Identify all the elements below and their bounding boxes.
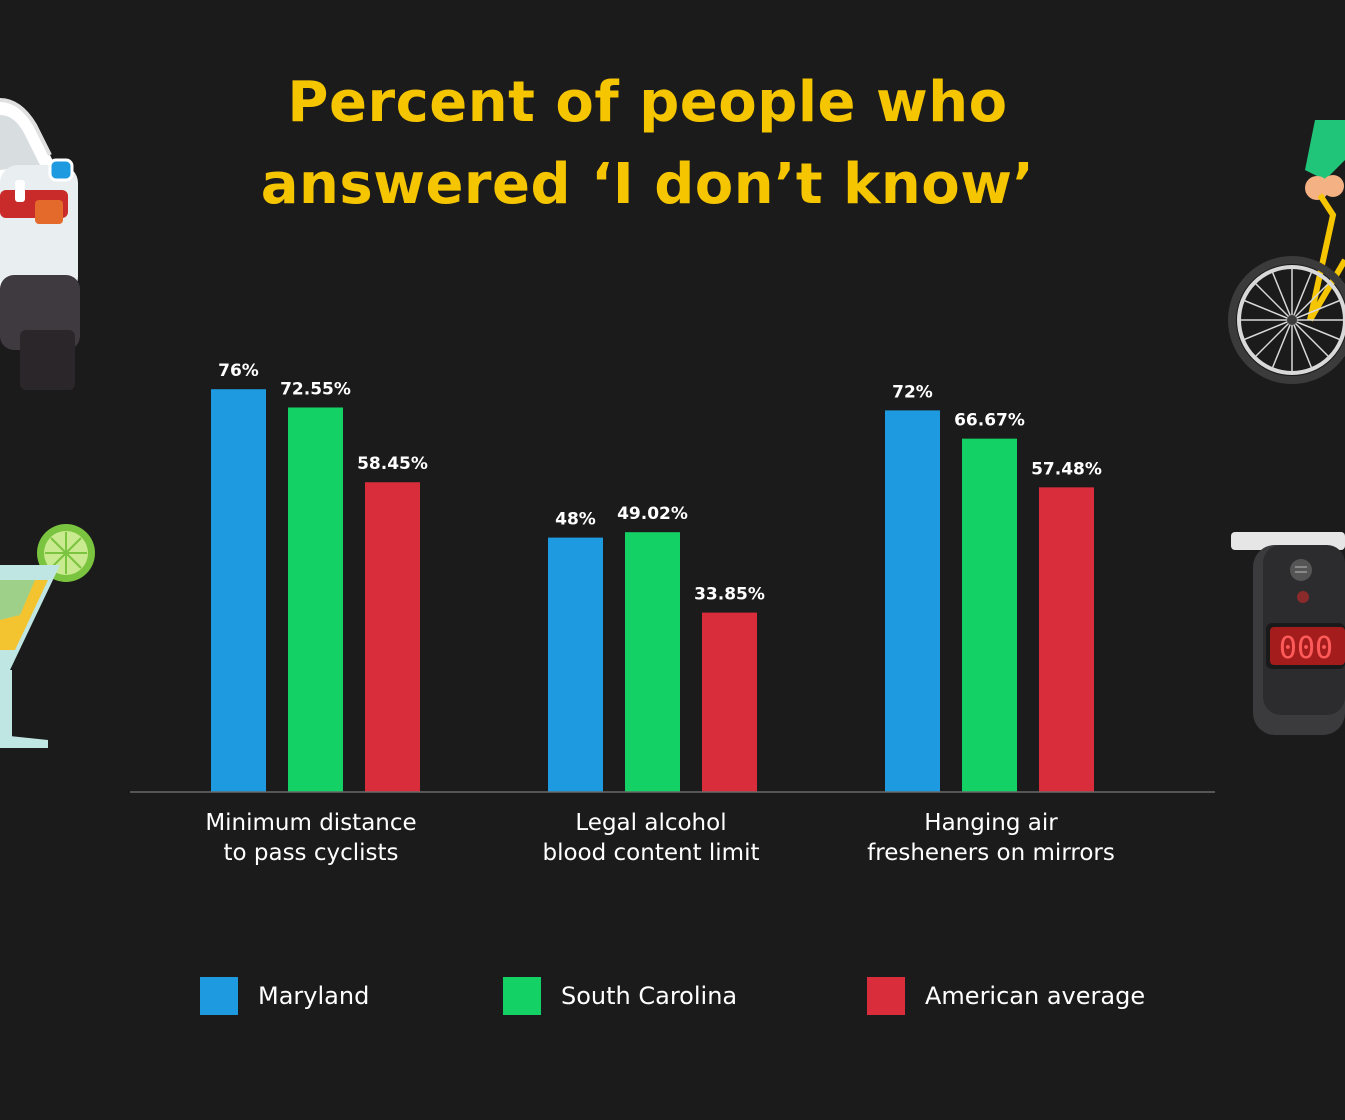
legend-item-american-average: American average <box>867 977 1145 1015</box>
legend-item-maryland: Maryland <box>200 977 369 1015</box>
category-label-2-line-1: Hanging air <box>924 810 1058 836</box>
value-label-south-carolina-category-2: 66.67% <box>954 411 1025 431</box>
legend-label-maryland: Maryland <box>258 982 370 1010</box>
chart-title-line-1: Percent of people who <box>287 70 1008 135</box>
category-label-2-line-2: fresheners on mirrors <box>867 840 1115 866</box>
legend-label-american-average: American average <box>925 982 1146 1010</box>
category-label-1: Legal alcohol blood content limit <box>491 808 811 868</box>
value-label-american-average-category-1: 33.85% <box>694 585 765 605</box>
bar-american-average-category-0 <box>365 482 420 792</box>
category-label-2: Hanging air fresheners on mirrors <box>831 808 1151 868</box>
bar-maryland-category-2 <box>885 410 940 792</box>
car-illustration <box>0 98 80 390</box>
breathalyzer-illustration: 000 <box>1231 532 1345 735</box>
legend-item-south-carolina: South Carolina <box>503 977 737 1015</box>
value-label-maryland-category-0: 76% <box>218 361 259 381</box>
cocktail-illustration <box>0 524 95 748</box>
legend-label-south-carolina: South Carolina <box>561 982 738 1010</box>
bar-south-carolina-category-1 <box>625 532 680 792</box>
category-label-1-line-2: blood content limit <box>542 840 760 866</box>
bar-south-carolina-category-2 <box>962 438 1017 792</box>
bicycle-illustration <box>1228 120 1345 384</box>
value-label-south-carolina-category-0: 72.55% <box>280 379 351 399</box>
bar-south-carolina-category-0 <box>288 407 343 792</box>
bars-layer <box>211 389 1094 792</box>
category-label-0: Minimum distance to pass cyclists <box>151 808 471 868</box>
value-label-maryland-category-2: 72% <box>892 382 933 402</box>
value-label-american-average-category-0: 58.45% <box>357 454 428 474</box>
bar-american-average-category-2 <box>1039 487 1094 792</box>
chart-title-line-2: answered ‘I don’t know’ <box>260 152 1035 217</box>
legend-swatch-south-carolina <box>503 977 541 1015</box>
category-label-0-line-2: to pass cyclists <box>223 840 399 866</box>
value-label-american-average-category-2: 57.48% <box>1031 459 1102 479</box>
value-labels-layer: 76% 72.55% 58.45% 48% 49.02% 33.85% 72% 66.67% 5… <box>218 361 1102 604</box>
category-label-1-line-1: Legal alcohol <box>575 810 727 836</box>
breathalyzer-display-text: 000 <box>1279 631 1333 666</box>
bar-maryland-category-0 <box>211 389 266 792</box>
chart-title: Percent of people who answered ‘I don’t … <box>0 62 1295 226</box>
legend-swatch-american-average <box>867 977 905 1015</box>
value-label-south-carolina-category-1: 49.02% <box>617 504 688 524</box>
legend-swatch-maryland <box>200 977 238 1015</box>
category-label-0-line-1: Minimum distance <box>205 810 417 836</box>
bar-american-average-category-1 <box>702 612 757 792</box>
bar-maryland-category-1 <box>548 537 603 792</box>
value-label-maryland-category-1: 48% <box>555 510 596 530</box>
